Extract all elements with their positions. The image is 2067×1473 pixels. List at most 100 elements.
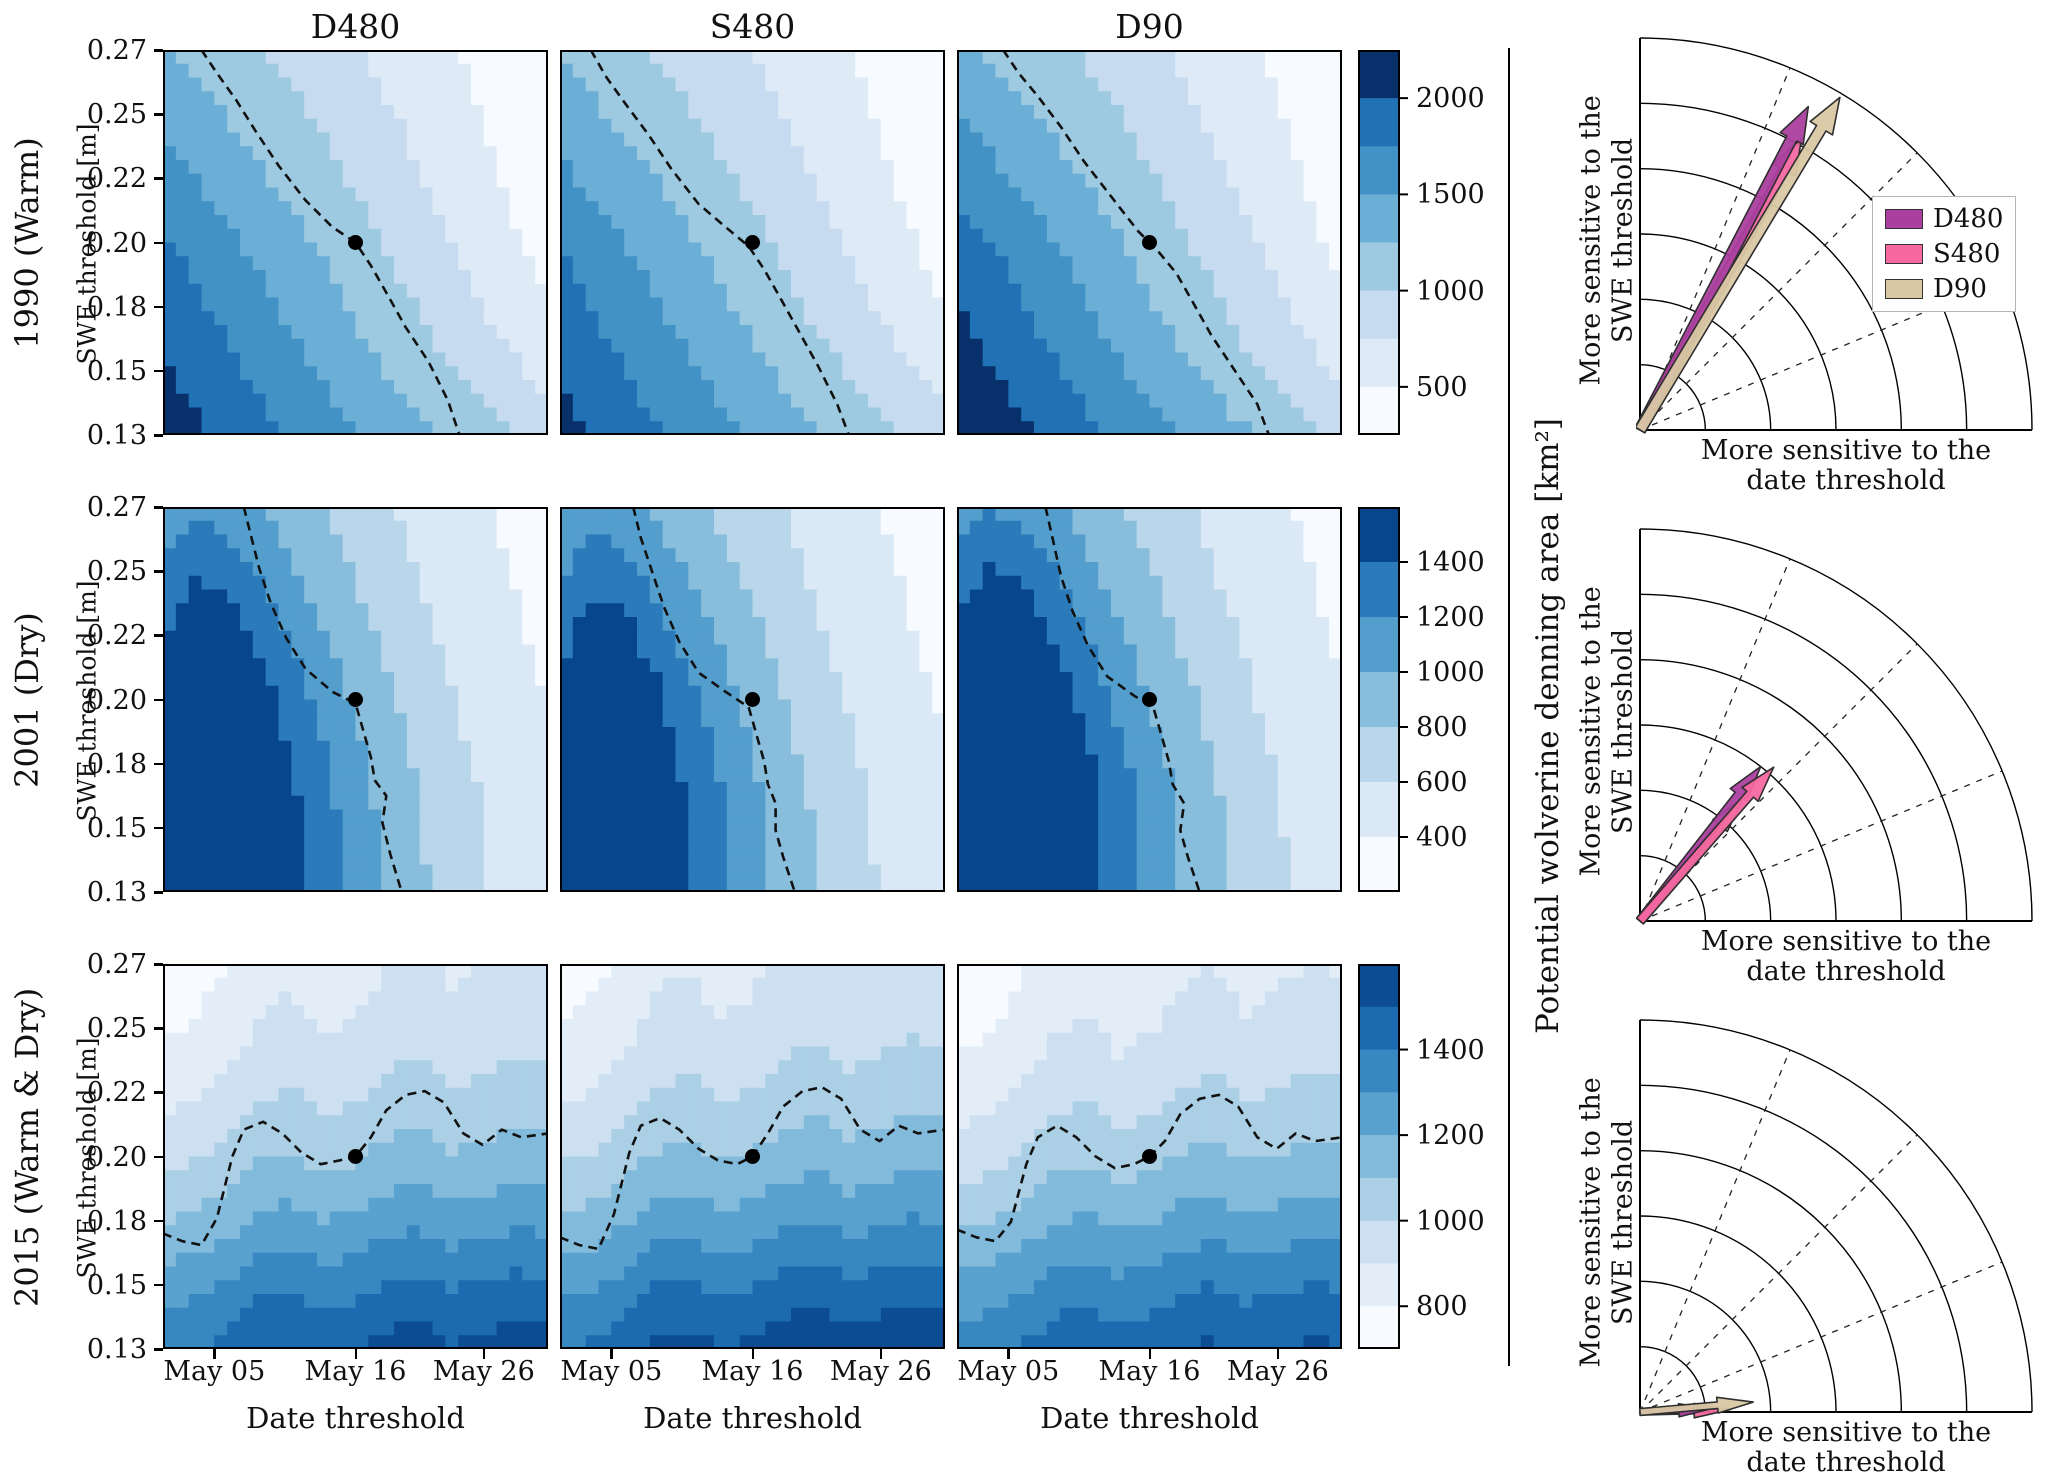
sensitivity-arrow-D90 (1636, 96, 1841, 434)
x-tick-label: May 16 (1098, 1356, 1201, 1387)
y-tick-mark (154, 891, 163, 894)
x-tick-mark (879, 1349, 883, 1359)
heatmap-svg-D90 (956, 964, 1343, 1350)
baseline-marker (1142, 692, 1157, 707)
heatmap-svg-D480 (163, 49, 549, 436)
polar-x-axis-label: More sensitive to the date threshold (1700, 1417, 1992, 1473)
baseline-marker (1142, 235, 1157, 250)
polar-y-axis-label: More sensitive to the SWE threshold (1575, 95, 1639, 386)
legend-label-D90: D90 (1933, 274, 1987, 304)
contour-line (559, 1085, 946, 1251)
baseline-marker (1142, 1149, 1157, 1164)
x-tick-mark (610, 1349, 613, 1359)
legend-entry-S480: S480 (1885, 239, 2003, 269)
legend-entry-D90: D90 (1885, 274, 2003, 304)
shared-colorbar-label-block: Potential wolverine denning area [km²] (1498, 0, 1580, 1473)
row-label-col-2: 2015 (Warm & Dry) (0, 964, 55, 1349)
x-tick-label: May 26 (1226, 1356, 1329, 1387)
colorbar-tick-label: 600 (1416, 767, 1468, 798)
scenario-label: 2015 (Warm & Dry) (8, 987, 46, 1307)
contour-line (242, 506, 403, 893)
y-tick-mark (154, 963, 163, 966)
colorbar-tick-label: 1000 (1416, 657, 1485, 688)
heatmap-svg-D90 (957, 49, 1343, 436)
polar-dashed-radial (1639, 152, 1918, 431)
legend-label-D480: D480 (1933, 204, 2004, 234)
y-tick-mark (154, 1155, 163, 1158)
sensitivity-arrow-D90 (1638, 1396, 1754, 1417)
x-tick-mark (482, 1349, 486, 1359)
y-tick-mark (154, 1027, 163, 1030)
polar-x-axis-label: More sensitive to the date threshold (1700, 926, 1992, 988)
colorbar-tick-label: 1400 (1416, 547, 1485, 578)
contour-line (200, 49, 461, 436)
legend-swatch-S480 (1885, 244, 1923, 264)
contour-line (631, 506, 797, 893)
colorbar-tick-label: 1500 (1416, 179, 1485, 211)
panels-row-2: May 05 May 16 May 26 Date threshold May 05 Ma… (162, 964, 1343, 1435)
row-label-col-1: 2001 (Dry) (0, 507, 55, 892)
polar-dashed-radial (1639, 1134, 1918, 1413)
legend-swatch-D480 (1885, 209, 1923, 229)
panels-row-1 (163, 506, 1343, 893)
y-tick-mark (154, 305, 163, 309)
y-tick-label: 0.15 (86, 355, 147, 387)
y-tick-label: 0.20 (86, 684, 147, 716)
colorbar-tick-label: 800 (1416, 1291, 1468, 1323)
heatmap-svg-S480 (560, 49, 946, 436)
heatmap-panel-0-D480 (163, 49, 549, 436)
polar-plot-1: More sensitive to the SWE threshold More … (1576, 491, 2067, 987)
y-tick-label: 0.22 (86, 1077, 147, 1109)
scenario-label: 2001 (Dry) (8, 612, 46, 788)
y-tick-mark (154, 634, 163, 637)
y-tick-label: 0.20 (86, 227, 147, 259)
colorbar-label: Potential wolverine denning area [km²] (1530, 418, 1566, 1035)
x-tick-mark (1007, 1349, 1010, 1359)
heatmap-panel-2-D90: May 05 May 16 May 26 Date threshold (956, 964, 1343, 1435)
polar-dashed-radial (1639, 770, 2003, 922)
polar-y-axis-label: More sensitive to the SWE threshold (1575, 1077, 1639, 1368)
scenario-label: 1990 (Warm) (8, 137, 46, 349)
colorbar-tick-label: 1400 (1416, 1034, 1485, 1066)
polar-dashed-radial (1639, 1261, 2003, 1413)
sensitivity-arrow-S480 (1636, 766, 1775, 925)
y-tick-label: 0.18 (86, 291, 147, 323)
column-title-D480: D480 (310, 7, 401, 46)
colorbar-tick-label: 1200 (1416, 602, 1485, 633)
y-tick-mark (154, 698, 163, 701)
panels-row-0 (163, 49, 1343, 436)
legend-swatch-D90 (1885, 279, 1923, 299)
y-tick-mark (154, 506, 163, 509)
heatmap-panel-2-D480: May 05 May 16 May 26 Date threshold (162, 964, 549, 1435)
colorbar-svg (1358, 50, 1408, 436)
y-tick-label: 0.22 (86, 620, 147, 652)
colorbar-tick-label: 1000 (1416, 1205, 1485, 1237)
y-tick-label: 0.18 (86, 1205, 147, 1237)
polar-block: More sensitive to the SWE threshold More … (1576, 0, 2067, 1473)
legend-entry-D480: D480 (1885, 204, 2003, 234)
y-tick-label: 0.20 (86, 1141, 147, 1173)
heatmap-panel-0-S480 (560, 49, 946, 436)
polar-dashed-radial (1639, 1049, 1791, 1413)
y-tick-mark (154, 177, 163, 180)
baseline-marker (745, 692, 760, 707)
y-tick-mark (154, 49, 163, 52)
y-tick-label: 0.13 (86, 1334, 147, 1365)
heatmap-svg-S480 (560, 506, 946, 893)
colorbar-tick-label: 800 (1416, 712, 1468, 743)
x-tick-mark (1276, 1349, 1280, 1359)
x-axis-label: Date threshold (246, 1401, 465, 1435)
x-tick-label: May 16 (304, 1356, 407, 1387)
x-tick-mark (213, 1349, 216, 1359)
heatmap-panel-2-S480: May 05 May 16 May 26 Date threshold (559, 964, 946, 1435)
y-tick-label: 0.27 (86, 492, 147, 523)
colorbar-2: 800 1000 1200 1400 (1358, 964, 1488, 1350)
heatmap-svg-D480 (162, 964, 549, 1350)
x-tick-label: May 05 (560, 1356, 663, 1387)
colorbar-tick-label: 500 (1416, 371, 1468, 403)
baseline-marker (745, 1149, 760, 1164)
y-tick-label: 0.22 (86, 163, 147, 195)
y-tick-label: 0.18 (86, 748, 147, 780)
polar-ring (1639, 528, 2033, 922)
